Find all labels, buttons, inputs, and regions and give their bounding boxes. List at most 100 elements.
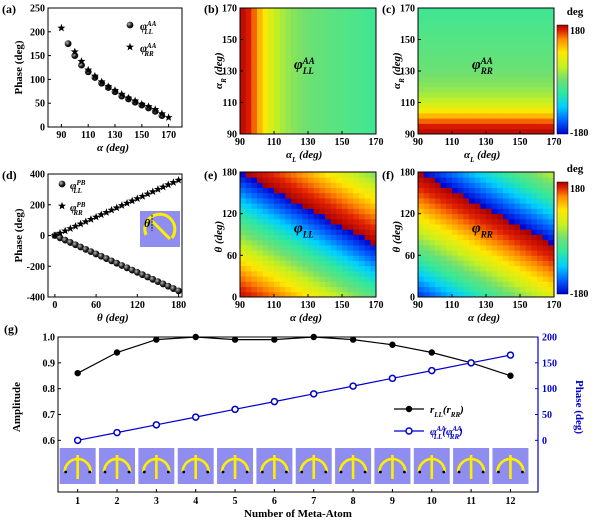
b-heatmap-cell bbox=[308, 97, 315, 103]
c-heatmap-cell bbox=[418, 123, 425, 130]
b-heatmap-cell bbox=[330, 128, 337, 135]
c-heatmap-cell bbox=[514, 34, 521, 40]
e-heatmap-cell bbox=[240, 281, 247, 287]
b-heatmap-cell bbox=[262, 55, 269, 61]
f-heatmap-cell bbox=[480, 276, 487, 282]
f-heatmap-cell bbox=[452, 244, 459, 251]
e-heatmap-cell bbox=[279, 281, 286, 287]
b-heatmap-cell bbox=[240, 50, 247, 56]
b-heatmap-cell bbox=[240, 113, 247, 119]
e-heatmap-cell bbox=[257, 224, 264, 230]
e-heatmap-cell bbox=[319, 182, 326, 189]
b-xtick-label: 170 bbox=[369, 137, 384, 148]
b-heatmap-cell bbox=[268, 65, 275, 72]
f-heatmap-cell bbox=[435, 239, 442, 246]
e-heatmap-cell bbox=[319, 281, 326, 287]
f-heatmap-cell bbox=[440, 177, 447, 183]
b-heatmap-cell bbox=[308, 18, 315, 25]
c-heatmap-cell bbox=[457, 13, 464, 19]
f-heatmap-cell bbox=[508, 250, 515, 256]
c-heatmap-cell bbox=[440, 118, 447, 124]
f-heatmap-cell bbox=[486, 291, 493, 298]
b-heatmap-cell bbox=[353, 34, 360, 40]
c-heatmap-cell bbox=[452, 97, 459, 103]
c-heatmap-cell bbox=[457, 18, 464, 25]
c-heatmap-cell bbox=[486, 55, 493, 61]
f-ylabel: θ (deg) bbox=[391, 221, 403, 253]
c-heatmap-cell bbox=[440, 76, 447, 82]
f-heatmap-cell bbox=[435, 187, 442, 194]
g-xtick-label: 7 bbox=[311, 496, 316, 507]
f-heatmap-cell bbox=[508, 177, 515, 183]
b-heatmap-cell bbox=[353, 81, 360, 88]
f-heatmap-cell bbox=[469, 270, 476, 277]
f-heatmap-cell bbox=[514, 198, 521, 204]
c-heatmap-cell bbox=[440, 55, 447, 61]
b-heatmap-cell bbox=[347, 44, 354, 51]
b-heatmap-cell bbox=[342, 76, 349, 82]
b-heatmap-cell bbox=[285, 29, 292, 35]
g-meta-atom-dot bbox=[497, 470, 500, 474]
c-heatmap-cell bbox=[531, 44, 538, 51]
f-heatmap-cell bbox=[435, 255, 442, 261]
c-heatmap-cell bbox=[423, 76, 430, 82]
c-heatmap-cell bbox=[486, 18, 493, 25]
c-heatmap-cell bbox=[520, 76, 527, 82]
f-heatmap-cell bbox=[423, 286, 430, 293]
b-heatmap-cell bbox=[285, 23, 292, 30]
e-heatmap-cell bbox=[308, 281, 315, 287]
c-heatmap-cell bbox=[469, 102, 476, 109]
b-heatmap-cell bbox=[353, 113, 360, 119]
b-heatmap-cell bbox=[245, 23, 252, 30]
c-heatmap-cell bbox=[469, 34, 476, 40]
e-heatmap-cell bbox=[257, 239, 264, 246]
c-heatmap-cell bbox=[491, 23, 498, 30]
e-heatmap-cell bbox=[319, 265, 326, 272]
c-heatmap-cell bbox=[423, 60, 430, 67]
e-heatmap-cell bbox=[240, 286, 247, 293]
c-heatmap-cell bbox=[423, 71, 430, 77]
e-heatmap-cell bbox=[285, 276, 292, 282]
d-point-star bbox=[128, 196, 137, 205]
f-heatmap-cell bbox=[542, 213, 549, 220]
e-heatmap-cell bbox=[308, 224, 315, 230]
b-heatmap-cell bbox=[308, 44, 315, 51]
f-heatmap-cell bbox=[435, 192, 442, 199]
c-heatmap-cell bbox=[469, 76, 476, 82]
f-heatmap-cell bbox=[548, 229, 555, 235]
c-heatmap-cell bbox=[491, 71, 498, 77]
c-heatmap-cell bbox=[514, 29, 521, 35]
e-heatmap-cell bbox=[262, 270, 269, 277]
b-heatmap-cell bbox=[347, 34, 354, 40]
f-heatmap-cell bbox=[452, 291, 459, 298]
f-heatmap-cell bbox=[469, 239, 476, 246]
b-heatmap-cell bbox=[257, 81, 264, 88]
e-heatmap-cell bbox=[347, 286, 354, 293]
b-heatmap-cell bbox=[353, 44, 360, 51]
b-heatmap-cell bbox=[285, 50, 292, 56]
f-heatmap-cell bbox=[463, 187, 470, 194]
b-heatmap-cell bbox=[302, 8, 309, 14]
c-heatmap-cell bbox=[531, 65, 538, 72]
f-heatmap-cell bbox=[446, 239, 453, 246]
b-heatmap-cell bbox=[364, 8, 371, 14]
f-heatmap-cell bbox=[480, 218, 487, 225]
b-heatmap-cell bbox=[240, 123, 247, 130]
b-heatmap-cell bbox=[364, 92, 371, 98]
f-heatmap-cell bbox=[531, 250, 538, 256]
c-heatmap-cell bbox=[418, 23, 425, 30]
f-heatmap-cell bbox=[514, 224, 521, 230]
c-heatmap-cell bbox=[514, 23, 521, 30]
f-heatmap-cell bbox=[537, 276, 544, 282]
c-heatmap-cell bbox=[486, 44, 493, 51]
b-heatmap-cell bbox=[330, 76, 337, 82]
f-heatmap-cell bbox=[469, 265, 476, 272]
b-heatmap-cell bbox=[245, 97, 252, 103]
e-heatmap-cell bbox=[296, 177, 303, 183]
c-heatmap-cell bbox=[548, 113, 555, 119]
f-xtick-label: 90 bbox=[413, 300, 423, 311]
c-heatmap-cell bbox=[463, 44, 470, 51]
f-heatmap-cell bbox=[491, 255, 498, 261]
d-point-star bbox=[61, 226, 70, 235]
c-heatmap-cell bbox=[537, 81, 544, 88]
